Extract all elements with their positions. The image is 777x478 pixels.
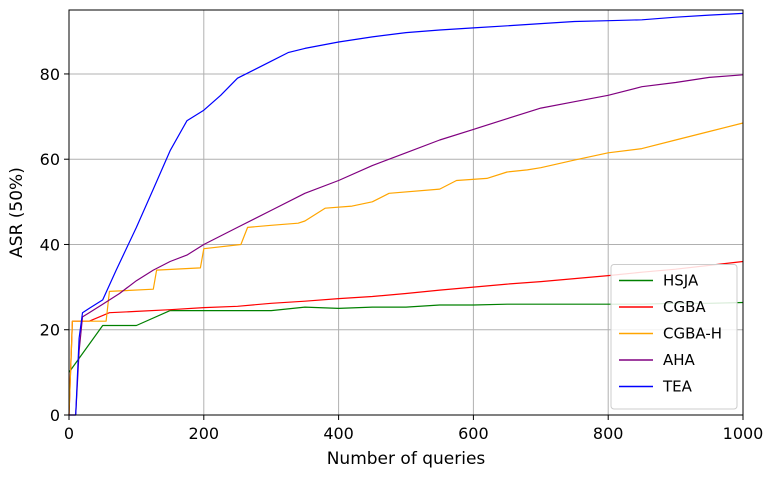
x-tick-label: 400: [323, 424, 354, 443]
x-tick-label: 1000: [723, 424, 764, 443]
y-tick-label: 20: [40, 321, 60, 340]
plot-area-frame: [68, 9, 744, 416]
x-tick-label: 200: [189, 424, 220, 443]
x-tick-label: 0: [64, 424, 74, 443]
legend: HSJA CGBA CGBA-H AHA TEA: [610, 264, 738, 410]
legend-entry-label: HSJA: [663, 272, 699, 290]
legend-entry-label: CGBA-H: [663, 325, 722, 343]
y-tick-label: 0: [50, 406, 60, 425]
legend-box: [610, 264, 738, 410]
x-tick-label: 600: [458, 424, 489, 443]
legend-entry-label: CGBA: [663, 298, 706, 316]
y-tick-label: 80: [40, 65, 60, 84]
x-tick-label: 800: [593, 424, 624, 443]
x-axis-label: Number of queries: [327, 449, 486, 469]
y-axis-label: ASR (50%): [7, 167, 27, 258]
legend-entry-label: AHA: [663, 351, 696, 369]
y-tick-label: 60: [40, 150, 60, 169]
series-line-cgba-h: [68, 122, 744, 416]
axis-ticks: 0 200 400 600 800 1000 0 20 40 60 80: [40, 65, 764, 443]
legend-entry-label: TEA: [662, 378, 693, 396]
series-line-tea: [69, 12, 744, 416]
y-tick-label: 40: [40, 235, 60, 254]
series-line-aha: [69, 74, 744, 416]
